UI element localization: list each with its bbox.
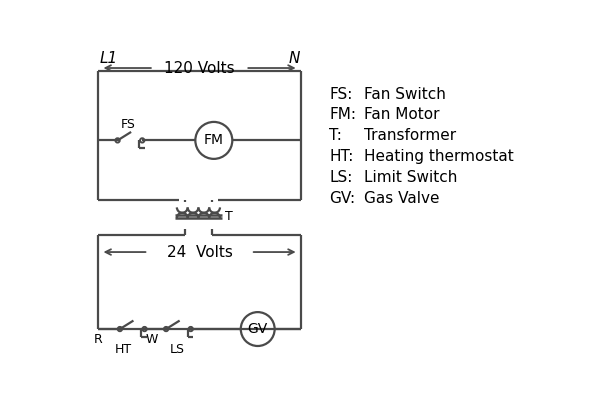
Text: GV:: GV: bbox=[329, 191, 355, 206]
Text: T:: T: bbox=[329, 128, 342, 143]
Text: 24  Volts: 24 Volts bbox=[166, 244, 232, 260]
Text: 120 Volts: 120 Volts bbox=[164, 60, 235, 76]
Text: W: W bbox=[146, 333, 159, 346]
Text: T: T bbox=[225, 210, 233, 223]
Text: LS:: LS: bbox=[329, 170, 353, 185]
Text: HT:: HT: bbox=[329, 149, 353, 164]
Text: Transformer: Transformer bbox=[364, 128, 456, 143]
Text: Limit Switch: Limit Switch bbox=[364, 170, 457, 185]
Text: FS:: FS: bbox=[329, 87, 353, 102]
Text: L1: L1 bbox=[99, 51, 117, 66]
Text: FS: FS bbox=[120, 118, 136, 132]
Text: Fan Switch: Fan Switch bbox=[364, 87, 446, 102]
Text: FM: FM bbox=[204, 133, 224, 147]
Text: N: N bbox=[289, 51, 300, 66]
Text: HT: HT bbox=[114, 342, 132, 356]
Text: GV: GV bbox=[248, 322, 268, 336]
Text: LS: LS bbox=[170, 342, 185, 356]
Text: Heating thermostat: Heating thermostat bbox=[364, 149, 514, 164]
Text: Gas Valve: Gas Valve bbox=[364, 191, 440, 206]
Text: R: R bbox=[94, 333, 103, 346]
Text: Fan Motor: Fan Motor bbox=[364, 108, 440, 122]
Text: FM:: FM: bbox=[329, 108, 356, 122]
